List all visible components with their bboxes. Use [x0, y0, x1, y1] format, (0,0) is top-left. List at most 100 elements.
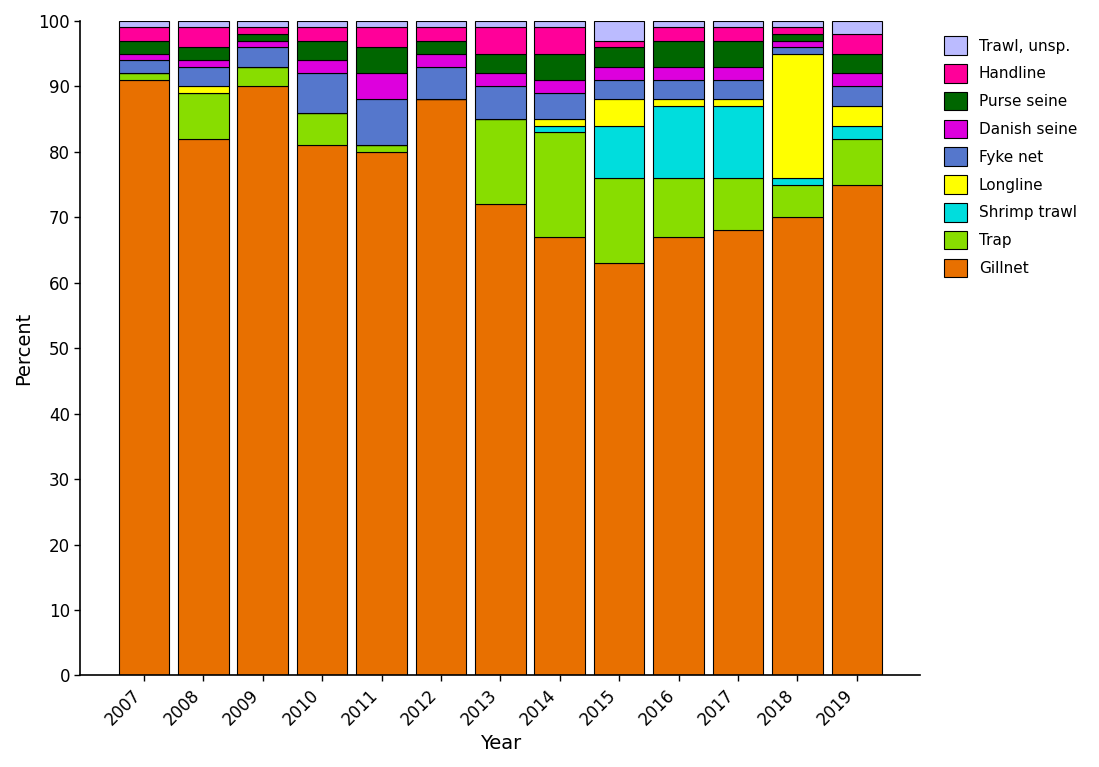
- Bar: [653, 106, 703, 178]
- Bar: [475, 28, 525, 54]
- Bar: [178, 93, 229, 139]
- Bar: [593, 41, 644, 47]
- Bar: [415, 54, 466, 67]
- Bar: [415, 28, 466, 41]
- Bar: [297, 74, 347, 113]
- Bar: [593, 178, 644, 263]
- Bar: [475, 87, 525, 119]
- Bar: [832, 34, 882, 54]
- Bar: [653, 21, 703, 28]
- Bar: [534, 119, 585, 126]
- X-axis label: Year: Year: [479, 734, 521, 753]
- Bar: [119, 74, 169, 80]
- Bar: [534, 126, 585, 132]
- Bar: [297, 41, 347, 60]
- Bar: [356, 100, 407, 145]
- Bar: [773, 47, 822, 54]
- Bar: [475, 21, 525, 28]
- Bar: [237, 67, 288, 87]
- Bar: [712, 106, 763, 178]
- Bar: [832, 21, 882, 34]
- Bar: [773, 21, 822, 28]
- Bar: [593, 263, 644, 676]
- Bar: [593, 67, 644, 80]
- Bar: [119, 21, 169, 28]
- Bar: [237, 28, 288, 34]
- Bar: [712, 28, 763, 41]
- Bar: [653, 28, 703, 41]
- Bar: [712, 41, 763, 67]
- Bar: [356, 152, 407, 676]
- Bar: [119, 54, 169, 60]
- Bar: [653, 80, 703, 100]
- Bar: [712, 230, 763, 676]
- Legend: Trawl, unsp., Handline, Purse seine, Danish seine, Fyke net, Longline, Shrimp tr: Trawl, unsp., Handline, Purse seine, Dan…: [936, 28, 1085, 285]
- Bar: [415, 41, 466, 54]
- Bar: [832, 74, 882, 87]
- Bar: [773, 41, 822, 47]
- Bar: [534, 21, 585, 28]
- Bar: [119, 41, 169, 54]
- Bar: [653, 237, 703, 676]
- Bar: [356, 47, 407, 74]
- Bar: [712, 178, 763, 230]
- Bar: [593, 47, 644, 67]
- Bar: [356, 28, 407, 47]
- Bar: [415, 100, 466, 676]
- Bar: [832, 126, 882, 139]
- Bar: [415, 67, 466, 100]
- Bar: [297, 28, 347, 41]
- Bar: [593, 126, 644, 178]
- Y-axis label: Percent: Percent: [14, 311, 33, 385]
- Bar: [178, 139, 229, 676]
- Bar: [832, 185, 882, 676]
- Bar: [832, 87, 882, 106]
- Bar: [237, 41, 288, 47]
- Bar: [178, 67, 229, 87]
- Bar: [237, 34, 288, 41]
- Bar: [356, 74, 407, 100]
- Bar: [297, 145, 347, 676]
- Bar: [297, 113, 347, 145]
- Bar: [712, 80, 763, 100]
- Bar: [773, 217, 822, 676]
- Bar: [475, 204, 525, 676]
- Bar: [356, 145, 407, 152]
- Bar: [415, 21, 466, 28]
- Bar: [119, 60, 169, 74]
- Bar: [178, 28, 229, 47]
- Bar: [773, 185, 822, 217]
- Bar: [593, 80, 644, 100]
- Bar: [475, 119, 525, 204]
- Bar: [534, 132, 585, 237]
- Bar: [712, 67, 763, 80]
- Bar: [712, 100, 763, 106]
- Bar: [653, 100, 703, 106]
- Bar: [119, 80, 169, 676]
- Bar: [773, 28, 822, 34]
- Bar: [653, 67, 703, 80]
- Bar: [832, 106, 882, 126]
- Bar: [534, 54, 585, 80]
- Bar: [653, 178, 703, 237]
- Bar: [712, 21, 763, 28]
- Bar: [534, 80, 585, 93]
- Bar: [773, 178, 822, 185]
- Bar: [773, 54, 822, 178]
- Bar: [237, 47, 288, 67]
- Bar: [475, 54, 525, 74]
- Bar: [832, 54, 882, 74]
- Bar: [237, 21, 288, 28]
- Bar: [832, 139, 882, 185]
- Bar: [237, 87, 288, 676]
- Bar: [534, 28, 585, 54]
- Bar: [297, 21, 347, 28]
- Bar: [178, 87, 229, 93]
- Bar: [178, 60, 229, 67]
- Bar: [475, 74, 525, 87]
- Bar: [653, 41, 703, 67]
- Bar: [534, 237, 585, 676]
- Bar: [119, 28, 169, 41]
- Bar: [356, 21, 407, 28]
- Bar: [297, 60, 347, 74]
